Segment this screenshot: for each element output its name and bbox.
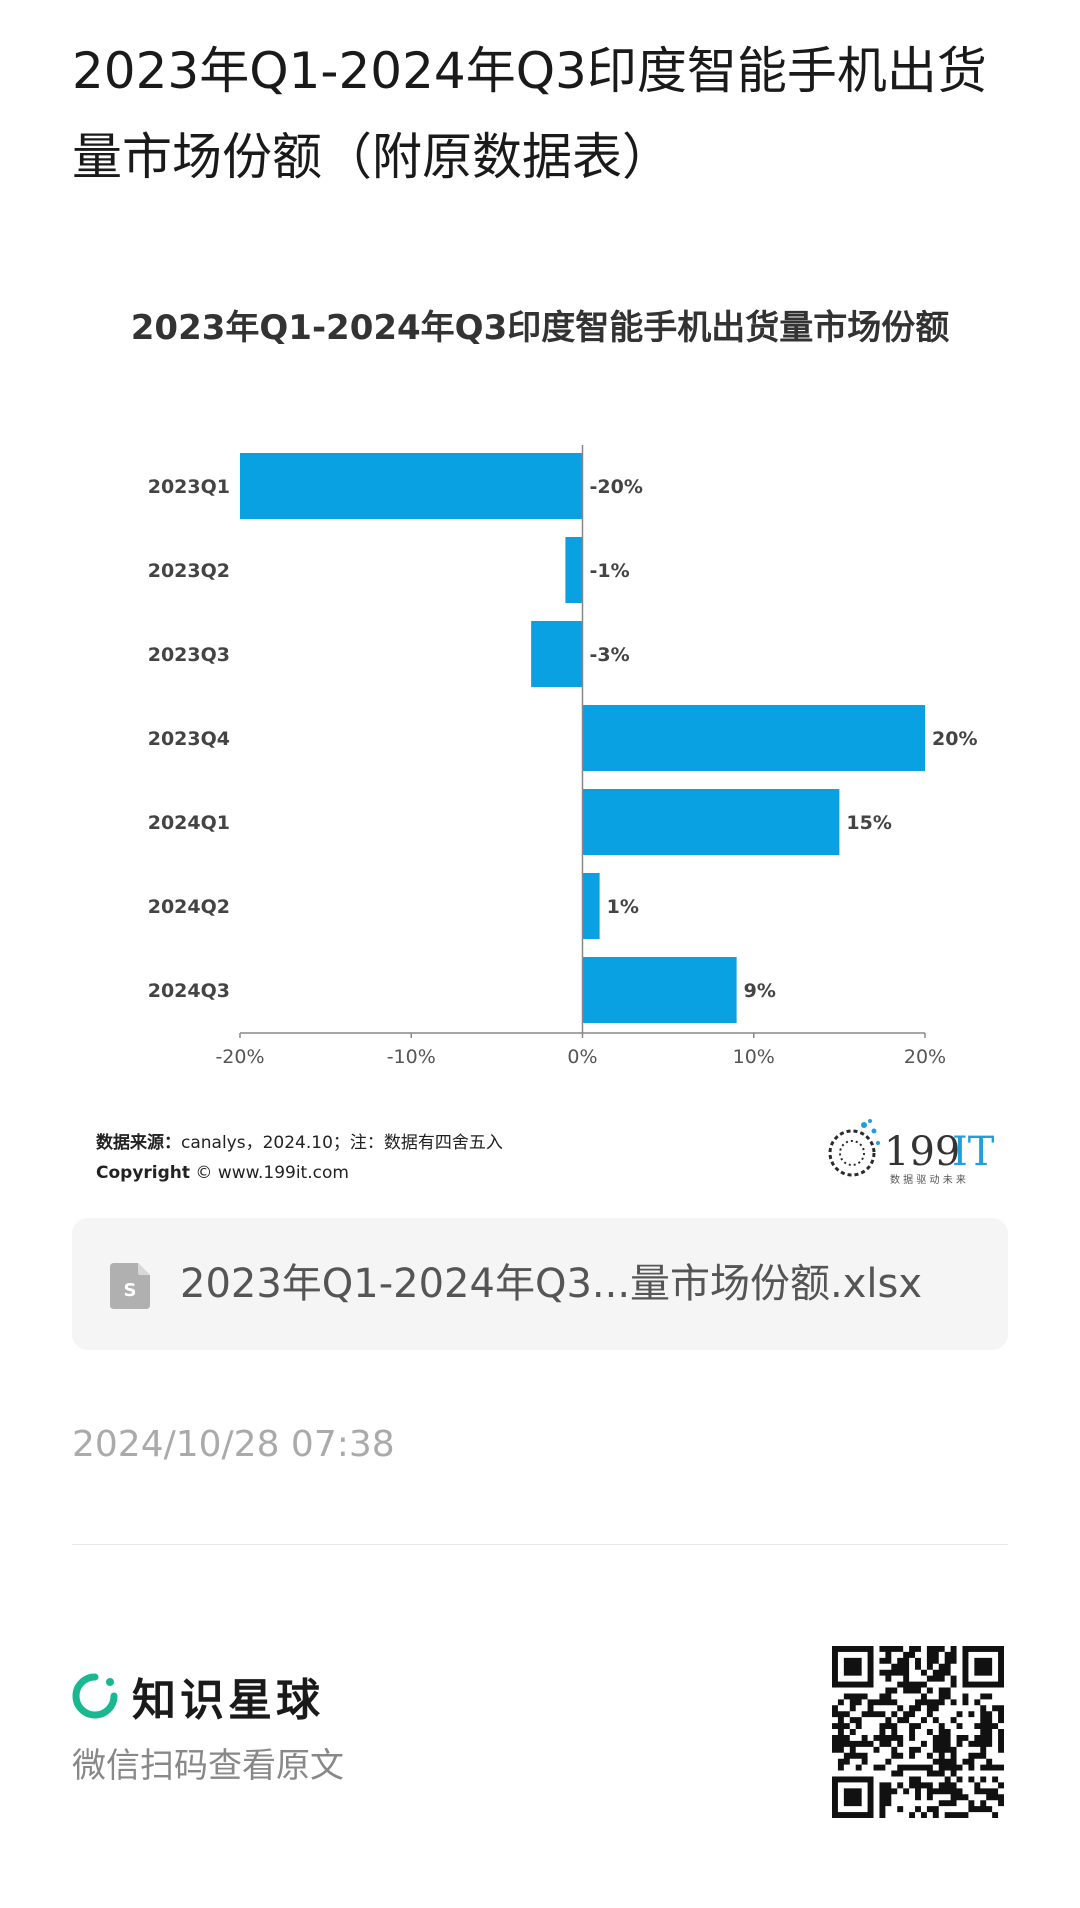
bar-chart: 2023Q1 -20% 2023Q2 -1% 2023Q3 -3% 2023Q4 20% 202… [148, 445, 977, 1068]
dandelion-icon [828, 1119, 880, 1177]
brand-tagline: 数 据 驱 动 未 来 [890, 1173, 966, 1186]
page-title: 2023年Q1-2024年Q3印度智能手机出货量市场份额（附原数据表） [72, 42, 987, 186]
scan-instruction: 微信扫码查看原文 [72, 1746, 344, 1786]
data-label-2024Q1: 15% [846, 812, 891, 834]
attachment-file-name: 2023年Q1-2024年Q3...量市场份额.xlsx [180, 1261, 923, 1307]
copyright-line: Copyright © www.199it.com [96, 1158, 503, 1188]
data-label-2024Q2: 1% [607, 896, 639, 918]
bar-2023Q4 [582, 705, 925, 771]
source-text: canalys，2024.10；注：数据有四舍五入 [181, 1133, 503, 1153]
source-label: 数据来源： [96, 1133, 181, 1153]
data-label-2023Q2: -1% [590, 560, 630, 582]
data-label-2024Q3: 9% [744, 980, 776, 1002]
data-label-2023Q1: -20% [590, 476, 643, 498]
bar-2024Q3 [582, 957, 737, 1023]
source-line: 数据来源：canalys，2024.10；注：数据有四舍五入 [96, 1128, 503, 1158]
category-label-2023Q2: 2023Q2 [148, 560, 230, 582]
chart-title: 2023年Q1-2024年Q3印度智能手机出货量市场份额 [130, 308, 950, 348]
post-timestamp: 2024/10/28 07:38 [72, 1424, 395, 1465]
svg-text:S: S [124, 1280, 137, 1301]
category-label-2024Q1: 2024Q1 [148, 812, 230, 834]
copyright-text: © www.199it.com [195, 1163, 349, 1183]
x-tick-label--10: -10% [387, 1046, 436, 1068]
divider [72, 1544, 1008, 1545]
zsxq-app-name: 知识星球 [132, 1675, 324, 1726]
x-tick-label-20: 20% [904, 1046, 946, 1068]
bar-2023Q1 [240, 453, 583, 519]
category-label-2023Q1: 2023Q1 [148, 476, 230, 498]
zsxq-logo-icon [72, 1673, 118, 1719]
bar-2024Q1 [582, 789, 840, 855]
brand-name-number: 199 [884, 1129, 960, 1175]
qr-code-icon[interactable] [832, 1646, 1004, 1818]
bar-2023Q3 [531, 621, 583, 687]
category-label-2024Q3: 2024Q3 [148, 980, 230, 1002]
x-tick-label--20: -20% [215, 1046, 264, 1068]
x-tick-label-0: 0% [567, 1046, 597, 1068]
data-label-2023Q3: -3% [590, 644, 630, 666]
category-label-2023Q4: 2023Q4 [148, 728, 230, 750]
zsxq-logo-row: 知识星球 [72, 1668, 324, 1726]
copyright-label: Copyright [96, 1163, 191, 1183]
category-label-2023Q3: 2023Q3 [148, 644, 230, 666]
data-label-2023Q4: 20% [932, 728, 977, 750]
brand-name-it: IT [952, 1129, 995, 1175]
brand-logo-199it: 199 IT 数 据 驱 动 未 来 [828, 1119, 995, 1186]
bar-2023Q2 [565, 537, 583, 603]
spreadsheet-file-icon: S [110, 1263, 150, 1309]
source-block: 数据来源：canalys，2024.10；注：数据有四舍五入 Copyright… [96, 1128, 503, 1188]
attachment-file-card[interactable]: S 2023年Q1-2024年Q3...量市场份额.xlsx [72, 1218, 1008, 1350]
x-tick-label-10: 10% [733, 1046, 775, 1068]
bar-2024Q2 [582, 873, 600, 939]
category-label-2024Q2: 2024Q2 [148, 896, 230, 918]
